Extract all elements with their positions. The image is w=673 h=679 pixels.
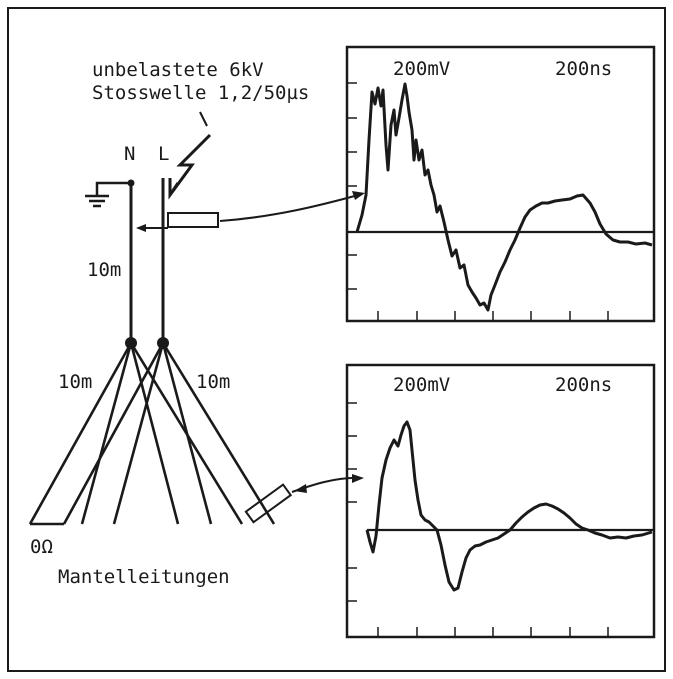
top-arrow-connector	[219, 193, 363, 222]
right-length-label: 10m	[196, 371, 230, 393]
vertical-length-label: 10m	[87, 259, 121, 281]
scope-top: 200mV 200ns	[345, 45, 656, 323]
scope-bottom-waveform	[365, 420, 653, 592]
short-circuit-label: 0Ω	[30, 536, 53, 558]
scope-top-ticks	[347, 82, 609, 321]
scope-top-volt-div: 200mV	[393, 58, 450, 80]
scope-bottom-time-div: 200ns	[555, 374, 612, 396]
top-probe	[167, 212, 219, 228]
scope-bottom-ticks	[347, 402, 609, 637]
scope-top-time-div: 200ns	[555, 58, 612, 80]
top-arrow-head	[352, 191, 365, 200]
scope-bottom-screen	[345, 363, 656, 639]
bottom-arrow-head-right	[352, 474, 364, 483]
scope-bottom-volt-div: 200mV	[393, 374, 450, 396]
conductor-label-n: N	[124, 143, 135, 165]
bottom-arrow-head	[294, 484, 307, 493]
top-probe-arrowhead	[136, 224, 146, 232]
surge-caption-line1: unbelastete 6kV	[92, 59, 264, 81]
bottom-probe	[244, 483, 293, 524]
scope-top-waveform	[355, 82, 653, 312]
circuit-diagram: unbelastete 6kV Stosswelle 1,2/50µs N L …	[28, 59, 365, 588]
scope-top-screen	[345, 45, 656, 323]
cable-bundle	[28, 342, 276, 526]
surge-caption-line2: Stosswelle 1,2/50µs	[92, 82, 309, 104]
scope-bottom: 200mV 200ns	[345, 363, 656, 639]
cable-type-label: Mantelleitungen	[58, 566, 230, 588]
ground-icon	[85, 181, 131, 208]
conductor-label-l: L	[158, 143, 169, 165]
lightning-bolt-tail	[199, 111, 208, 127]
figure-frame	[7, 7, 666, 672]
lightning-bolt-icon	[168, 133, 212, 200]
left-length-label: 10m	[58, 371, 92, 393]
